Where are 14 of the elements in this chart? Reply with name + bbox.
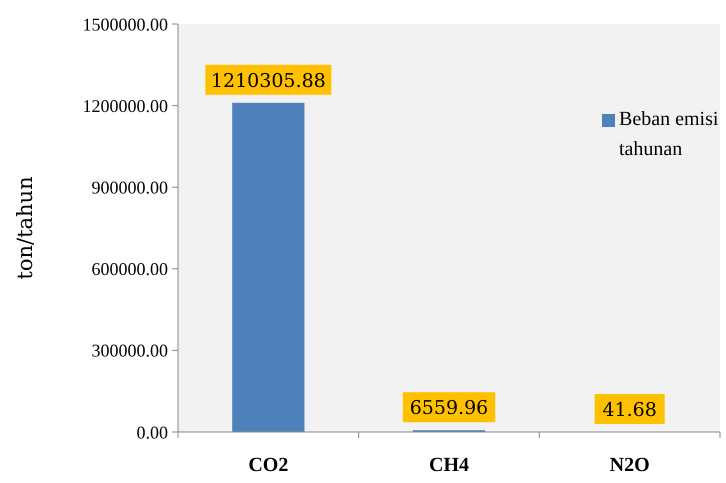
y-axis-title: ton/tahun bbox=[13, 176, 37, 280]
y-tick-label: 600000.00 bbox=[92, 259, 168, 280]
data-label: 41.68 bbox=[602, 398, 657, 421]
legend-label: Beban emisi tahunan bbox=[619, 108, 719, 160]
data-label: 6559.96 bbox=[410, 397, 488, 420]
x-tick-label: CH4 bbox=[429, 454, 469, 476]
y-tick-label: 300000.00 bbox=[92, 340, 168, 361]
y-tick-label: 900000.00 bbox=[92, 178, 168, 198]
x-tick-label: CO2 bbox=[248, 454, 288, 476]
y-tick-label: 1500000.00 bbox=[82, 14, 168, 34]
y-tick-label: 1200000.00 bbox=[82, 96, 168, 116]
data-label: 1210305.88 bbox=[210, 70, 326, 92]
x-tick-label: N2O bbox=[610, 454, 650, 476]
y-tick-label: 0.00 bbox=[136, 422, 168, 442]
